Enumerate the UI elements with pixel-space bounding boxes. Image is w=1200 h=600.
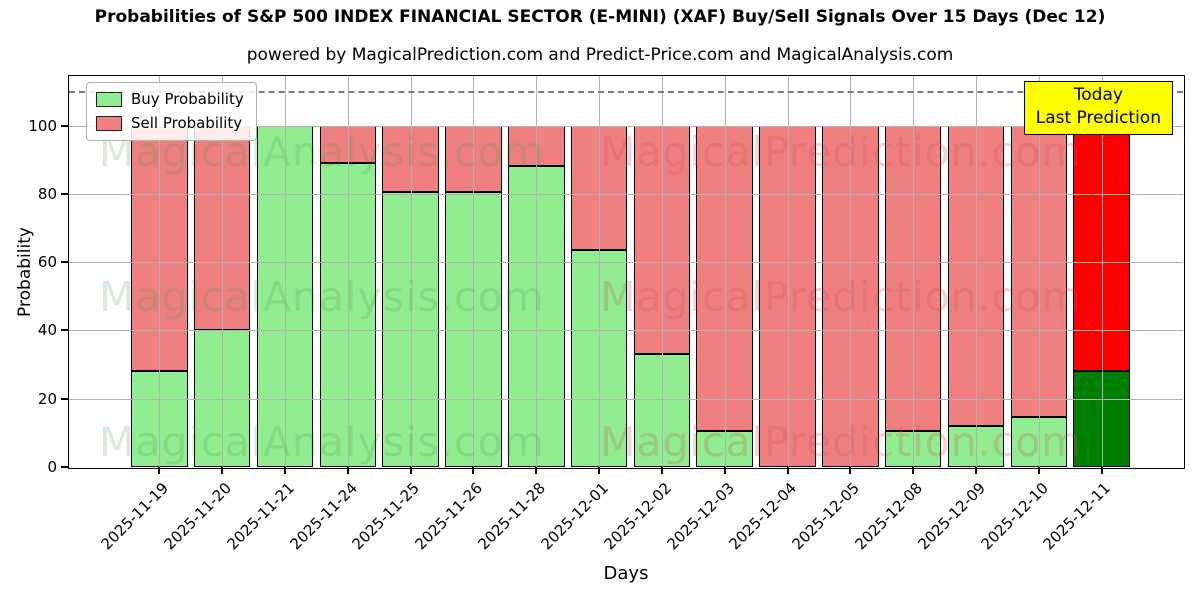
- y-tick-mark: [61, 466, 69, 468]
- x-tick-mark: [346, 467, 349, 474]
- x-tick-label-text: 2025-12-01: [537, 479, 612, 554]
- x-tick-mark: [598, 467, 601, 474]
- v-gridline: [724, 76, 726, 467]
- watermark-text-right: MagicalPrediction.com: [600, 127, 1083, 176]
- y-tick-label: 0: [47, 458, 57, 476]
- x-axis-label: Days: [603, 563, 649, 584]
- v-gridline: [599, 76, 601, 467]
- v-gridline: [787, 76, 789, 467]
- watermark-text-right: MagicalPrediction.com: [600, 272, 1083, 321]
- x-tick-mark: [974, 467, 977, 474]
- v-gridline: [536, 76, 538, 467]
- y-tick-label: 20: [37, 389, 57, 408]
- x-tick-mark: [158, 467, 161, 474]
- today-annotation-line1: Today: [1073, 85, 1123, 105]
- watermark-text-right: MagicalPrediction.com: [600, 417, 1083, 466]
- h-gridline: [69, 125, 1183, 127]
- x-tick-label-text: 2025-12-02: [600, 479, 675, 554]
- y-tick-mark: [61, 192, 69, 195]
- x-tick-label-text: 2025-11-20: [160, 479, 235, 554]
- y-tick-mark: [61, 329, 69, 332]
- y-tick-label: 100: [28, 116, 57, 135]
- legend-item-buy: Buy Probability: [96, 90, 244, 108]
- x-tick-mark: [472, 467, 475, 474]
- v-gridline: [347, 76, 349, 467]
- v-gridline: [285, 76, 287, 467]
- x-tick-mark: [284, 467, 287, 474]
- y-tick-mark: [61, 261, 69, 264]
- today-annotation: Today Last Prediction: [1023, 81, 1173, 135]
- v-gridline: [850, 76, 852, 467]
- v-gridline: [222, 76, 224, 467]
- watermark-text-left: MagicalAnalysis.com: [99, 272, 545, 321]
- x-tick-mark: [221, 467, 224, 474]
- x-tick-mark: [409, 467, 412, 474]
- h-gridline: [69, 398, 1183, 400]
- v-gridline: [159, 76, 161, 467]
- v-gridline: [410, 76, 412, 467]
- x-tick-mark: [786, 467, 789, 474]
- x-tick-label-text: 2025-11-21: [223, 479, 298, 554]
- chart-title: Probabilities of S&P 500 INDEX FINANCIAL…: [94, 7, 1106, 27]
- h-gridline: [69, 193, 1183, 195]
- y-tick-label: 80: [37, 184, 57, 203]
- legend-swatch-buy-icon: [96, 91, 122, 107]
- legend-label-sell: Sell Probability: [131, 114, 243, 132]
- h-gridline: [69, 262, 1183, 264]
- x-tick-mark: [912, 467, 915, 474]
- x-tick-label-text: 2025-12-05: [788, 479, 864, 554]
- x-tick-mark: [535, 467, 538, 474]
- watermark-text-left: MagicalAnalysis.com: [99, 417, 545, 466]
- legend-item-sell: Sell Probability: [96, 114, 244, 132]
- v-gridline: [661, 76, 663, 467]
- legend-swatch-sell-icon: [96, 115, 122, 131]
- x-tick-mark: [660, 467, 663, 474]
- y-tick-mark: [61, 397, 69, 400]
- y-tick-label: 60: [37, 253, 57, 272]
- x-tick-mark: [849, 467, 852, 474]
- dashed-threshold-line: [69, 91, 1183, 94]
- y-axis-label: Probability: [15, 227, 35, 317]
- x-tick-mark: [1100, 467, 1103, 474]
- x-tick-label-text: 2025-12-08: [851, 479, 926, 554]
- v-gridline: [1038, 76, 1040, 467]
- h-gridline: [69, 330, 1183, 332]
- x-tick-label-text: 2025-12-09: [914, 479, 989, 554]
- x-tick-label-text: 2025-11-28: [474, 479, 550, 554]
- v-gridline: [473, 76, 475, 467]
- x-tick-mark: [723, 467, 726, 474]
- plot-area: Buy Probability Sell Probability Today L…: [28, 75, 1185, 553]
- y-tick-mark: [61, 124, 69, 127]
- v-gridline: [913, 76, 915, 467]
- today-annotation-line2: Last Prediction: [1035, 108, 1161, 128]
- v-gridline: [975, 76, 977, 467]
- x-tick-mark: [1037, 467, 1040, 474]
- legend: Buy Probability Sell Probability: [86, 82, 257, 141]
- x-tick-label-text: 2025-11-26: [411, 479, 487, 554]
- v-gridline: [1101, 76, 1103, 467]
- y-tick-label: 40: [37, 321, 57, 340]
- x-tick-label-text: 2025-11-19: [97, 479, 173, 554]
- chart-subtitle: powered by MagicalPrediction.com and Pre…: [246, 45, 954, 65]
- legend-label-buy: Buy Probability: [131, 90, 244, 108]
